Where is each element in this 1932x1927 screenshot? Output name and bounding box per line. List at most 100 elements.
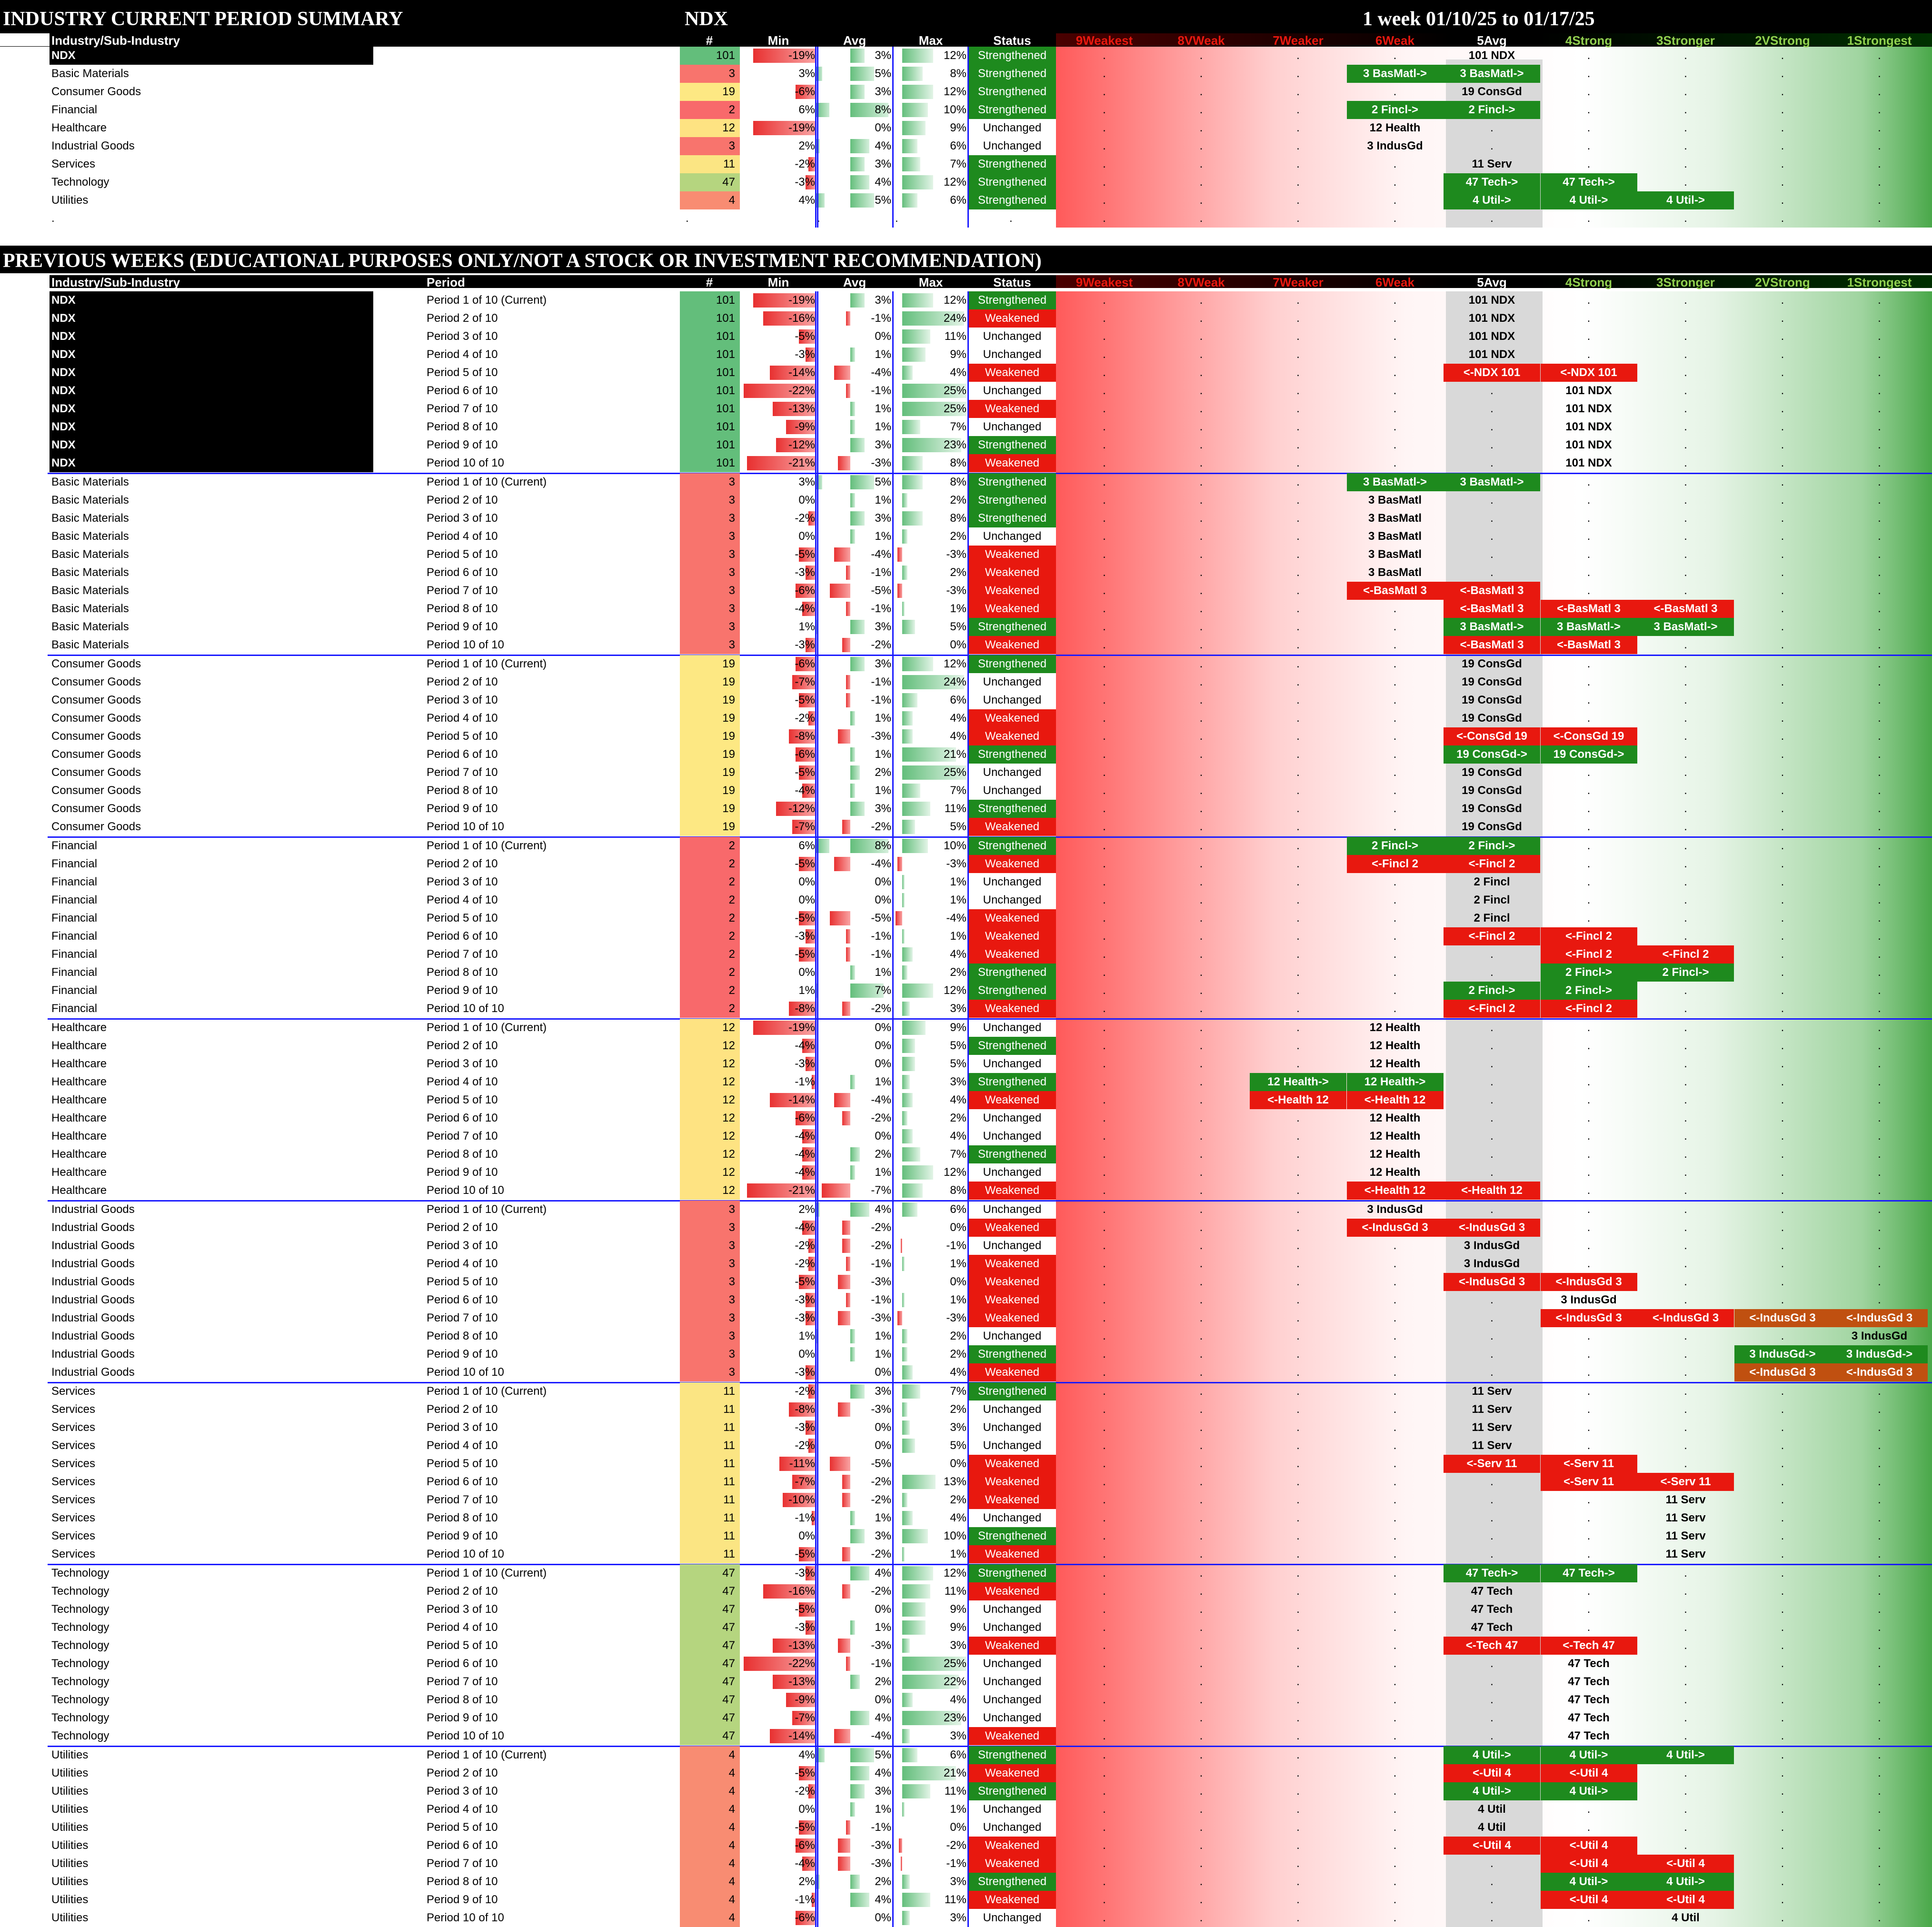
period-row: Utilities Period 8 of 10 4 2% 2% 3% Strengthen… — [0, 1873, 1932, 1891]
status-badge: Unchanged — [983, 348, 1042, 361]
max-value: 4% — [950, 1130, 966, 1142]
status-badge: Unchanged — [983, 875, 1042, 888]
max-value: 5% — [950, 1439, 966, 1452]
count-cell: 47 — [680, 1709, 740, 1727]
scale-cell: . — [1878, 984, 1881, 997]
avg-value: -2% — [871, 638, 891, 651]
avg-bar — [850, 802, 865, 816]
min-value: -21% — [788, 1184, 815, 1197]
min-value: -9% — [795, 1693, 815, 1706]
period-label: Period 8 of 10 — [427, 1148, 498, 1161]
max-value: 0% — [950, 1457, 966, 1470]
period-row: Basic Materials Period 1 of 10 (Current) 3… — [0, 473, 1932, 491]
scale-cell: . — [1781, 912, 1784, 924]
scale-cell: . — [1878, 1275, 1881, 1288]
scale-cell: . — [1393, 420, 1397, 433]
summary-row: Services 11 -2% 3% 7% Strengthened.... 11 Serv… — [0, 155, 1932, 173]
scale-cell: . — [1296, 1548, 1300, 1560]
scale-cell: . — [1684, 312, 1687, 325]
avg-value: -2% — [871, 1585, 891, 1598]
status-badge: Weakened — [968, 945, 1056, 964]
avg-bar — [850, 1748, 874, 1762]
scale-cell: . — [1103, 1603, 1106, 1616]
period-label: Period 5 of 10 — [427, 912, 498, 924]
period-row: Utilities Period 10 of 10 4 -6% 0% 3% Unchange… — [0, 1909, 1932, 1927]
scale-cell-filled: 2 Fincl-> — [1444, 101, 1540, 119]
avg-value: -2% — [871, 1221, 891, 1234]
period-label: Period 6 of 10 — [427, 1657, 498, 1670]
scale-cell: . — [1393, 1293, 1397, 1306]
scale-cell: . — [1684, 1221, 1687, 1234]
scale-cell: . — [1199, 1785, 1203, 1798]
scale-cell: . — [1199, 1857, 1203, 1870]
scale-cell: . — [1103, 1112, 1106, 1124]
count-cell: 3 — [680, 1291, 740, 1309]
min-value: -8% — [795, 1002, 815, 1015]
scale-cell: . — [1296, 402, 1300, 415]
max-bar — [902, 947, 913, 962]
scale-cell: . — [1684, 420, 1687, 433]
scale-cell: . — [1393, 912, 1397, 924]
scale-cell: . — [1393, 330, 1397, 343]
scale-cell: . — [1296, 1457, 1300, 1470]
scale-cell: . — [1490, 1311, 1494, 1324]
scale-cell: . — [1199, 1911, 1203, 1924]
scale-cell: . — [1103, 1293, 1106, 1306]
scale-cell-filled: 47 Tech — [1568, 1711, 1610, 1724]
status-badge: Strengthened — [968, 1564, 1056, 1582]
scale-cell: . — [1587, 1621, 1591, 1634]
industry-name: NDX — [50, 47, 373, 65]
count-cell: 101 — [680, 47, 740, 65]
count-cell: 101 — [680, 454, 740, 472]
period-row: NDX Period 3 of 10 101 -5% 0% 11% Unchanged...… — [0, 328, 1932, 346]
scale-cell: . — [1781, 1203, 1784, 1216]
count-cell: 3 — [680, 636, 740, 654]
min-bar — [763, 311, 815, 326]
period-label: Period 2 of 10 — [427, 1039, 498, 1052]
max-value: -1% — [946, 1239, 966, 1252]
min-value: -14% — [788, 1729, 815, 1742]
avg-value: -2% — [871, 1002, 891, 1015]
scale-cell-filled: 19 ConsGd — [1462, 784, 1522, 797]
avg-value: 7% — [875, 984, 891, 997]
scale-cell: . — [1199, 784, 1203, 797]
period-label: Period 10 of 10 — [427, 1184, 504, 1197]
scale-cell: . — [1199, 894, 1203, 906]
scale-cell: . — [1199, 1130, 1203, 1142]
period-row: Consumer Goods Period 6 of 10 19 -6% 1% 21% St… — [0, 745, 1932, 764]
count-cell: 3 — [680, 65, 740, 83]
scale-cell: . — [1296, 730, 1300, 743]
scale-cell: . — [1878, 820, 1881, 833]
max-value: -1% — [946, 1857, 966, 1870]
scale-cell: . — [1781, 512, 1784, 525]
scale-cell-filled: <-IndusGd 3 — [1831, 1363, 1928, 1381]
scale-cell: . — [1684, 1184, 1687, 1197]
max-bar — [899, 1838, 902, 1853]
scale-cell: . — [1393, 1275, 1397, 1288]
min-value: -4% — [795, 1148, 815, 1161]
scale-cell-filled: <-BasMatl 3 — [1444, 600, 1540, 618]
scale-cell: . — [1296, 1057, 1300, 1070]
count-cell: 3 — [680, 582, 740, 600]
scale-header-7: 3Stronger — [1656, 275, 1715, 289]
scale-cell: . — [1878, 839, 1881, 852]
scale-cell-filled: 2 Fincl — [1474, 912, 1510, 924]
max-bar — [902, 657, 933, 671]
max-bar — [902, 103, 928, 117]
avg-bar — [846, 1820, 850, 1835]
scale-cell: . — [1393, 748, 1397, 761]
status-badge: Unchanged — [983, 1057, 1042, 1070]
scale-cell: . — [1103, 1366, 1106, 1379]
scale-cell: . — [1199, 1530, 1203, 1542]
scale-cell-filled: <-Util 4 — [1540, 1855, 1637, 1873]
count-cell: 3 — [680, 491, 740, 509]
scale-cell: . — [1587, 1184, 1591, 1197]
min-bar — [798, 911, 815, 925]
header-status: Status — [993, 33, 1031, 48]
scale-cell: . — [1684, 1293, 1687, 1306]
scale-cell: . — [1878, 121, 1881, 134]
max-bar — [902, 420, 920, 434]
scale-cell: . — [1199, 49, 1203, 62]
scale-cell-filled: <-Health 12 — [1346, 1091, 1444, 1109]
avg-bar — [834, 366, 850, 380]
